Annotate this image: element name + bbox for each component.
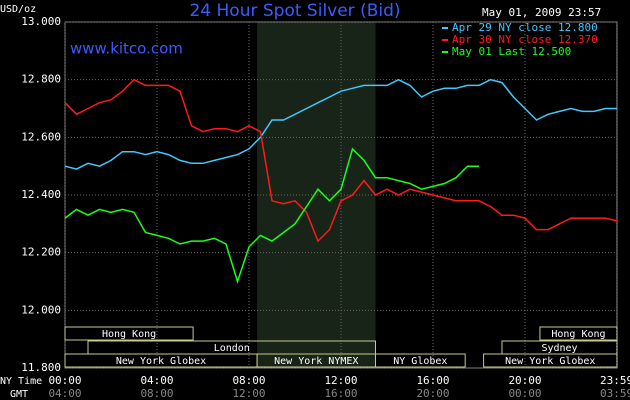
session-shade xyxy=(257,22,376,368)
gmt-tick-label: 16:00 xyxy=(324,387,357,400)
watermark: www.kitco.com xyxy=(70,40,183,58)
x-tick-label: 20:00 xyxy=(508,374,541,387)
legend-label: Apr 30 NY close 12.370 xyxy=(452,33,598,46)
session-box xyxy=(375,353,466,368)
gmt-tick-label: 04:00 xyxy=(48,387,81,400)
y-tick-label: 12.600 xyxy=(21,130,61,143)
session-label: New York Globex xyxy=(116,356,206,367)
session-label: London xyxy=(214,343,250,354)
series-line xyxy=(64,147,479,284)
timestamp: May 01, 2009 23:57 xyxy=(482,6,601,19)
gmt-tick-label: 12:00 xyxy=(232,387,265,400)
gmt-label: GMT xyxy=(10,389,28,400)
session-label: New York NYMEX xyxy=(274,356,358,367)
x-tick-label: 23:59 xyxy=(600,374,630,387)
session-label: New York Globex xyxy=(505,356,595,367)
legend-label: May 01 Last 12.500 xyxy=(452,45,571,58)
session-label: Sydney xyxy=(541,343,577,354)
session-label: Hong Kong xyxy=(102,329,156,340)
session-label: NY Globex xyxy=(393,356,447,367)
gmt-tick-label: 00:00 xyxy=(508,387,541,400)
x-tick-label: 00:00 xyxy=(48,374,81,387)
y-tick-label: 12.000 xyxy=(21,303,61,316)
y-tick-label: 11.800 xyxy=(21,361,61,374)
legend-label: Apr 29 NY close 12.800 xyxy=(452,21,598,34)
chart-title: 24 Hour Spot Silver (Bid) xyxy=(189,1,400,21)
ny-time-label: NY Time xyxy=(0,376,42,387)
y-unit: USD/oz xyxy=(0,4,36,15)
x-tick-label: 04:00 xyxy=(140,374,173,387)
gmt-tick-label: 03:59 xyxy=(600,387,630,400)
y-tick-label: 12.800 xyxy=(21,73,61,86)
gmt-tick-label: 08:00 xyxy=(140,387,173,400)
gmt-tick-label: 20:00 xyxy=(416,387,449,400)
session-box xyxy=(483,353,618,368)
series-line xyxy=(64,78,617,170)
x-tick-label: 08:00 xyxy=(232,374,265,387)
x-tick-label: 12:00 xyxy=(324,374,357,387)
session-label: Hong Kong xyxy=(551,329,605,340)
y-tick-label: 12.200 xyxy=(21,246,61,259)
x-tick-label: 16:00 xyxy=(416,374,449,387)
series-line xyxy=(64,78,618,243)
session-box xyxy=(539,326,618,341)
y-tick-label: 12.400 xyxy=(21,188,61,201)
y-tick-label: 13.000 xyxy=(21,15,61,28)
session-box xyxy=(64,326,194,341)
